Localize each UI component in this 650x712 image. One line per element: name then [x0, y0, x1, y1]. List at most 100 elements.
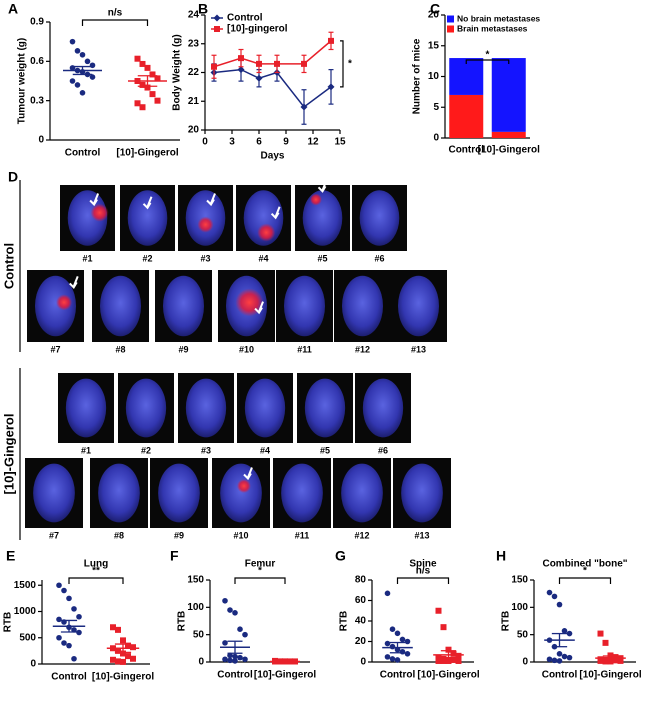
- x-axis-label: Days: [261, 151, 285, 162]
- data-point: [66, 595, 72, 602]
- data-point: [74, 82, 81, 88]
- group-label: [10]-Gingerol: [1, 414, 16, 495]
- x-tick-label: 6: [256, 137, 262, 148]
- data-point: [242, 656, 248, 663]
- data-point: [71, 627, 77, 633]
- y-tick-label: 500: [19, 632, 36, 643]
- significance-bracket: [68, 577, 124, 584]
- panel-label: G: [335, 548, 346, 564]
- data-point: [120, 637, 126, 644]
- data-point: [71, 655, 77, 662]
- data-point: [227, 657, 233, 664]
- y-tick-label: 23: [188, 38, 200, 49]
- data-point: [76, 613, 82, 620]
- y-tick-label: 40: [355, 616, 367, 627]
- data-point: [399, 636, 406, 643]
- y-axis-label: Body Weight (g): [172, 34, 183, 110]
- significance-bracket: [81, 19, 149, 26]
- arrow: [89, 193, 100, 207]
- data-point: [149, 91, 156, 98]
- brain: [401, 463, 443, 523]
- data-point: [546, 589, 553, 596]
- brain: [220, 463, 262, 523]
- y-tick-label: 100: [511, 602, 528, 613]
- significance-bracket: [558, 577, 612, 584]
- image-label: #8: [114, 530, 124, 540]
- data-point: [255, 74, 263, 82]
- significance-label: *: [583, 566, 587, 577]
- panel-label: D: [8, 169, 18, 185]
- data-point: [110, 624, 116, 631]
- data-point: [66, 642, 72, 649]
- y-tick-label: 150: [187, 575, 204, 586]
- data-point: [561, 653, 568, 660]
- brain: [98, 463, 140, 523]
- x-tick-label: [10]-Gingerol: [92, 672, 154, 683]
- data-point: [149, 71, 156, 78]
- x-tick-label: 15: [334, 137, 346, 148]
- data-point: [450, 656, 457, 663]
- x-tick-label: Control: [542, 670, 578, 681]
- chart-title: Lung: [84, 559, 108, 570]
- data-point: [144, 64, 151, 71]
- bar-segment: [449, 58, 484, 95]
- data-point: [115, 647, 121, 654]
- image-label: #13: [414, 530, 429, 540]
- brain: [185, 378, 227, 438]
- group-label: Control: [1, 243, 16, 289]
- image-label: #5: [320, 445, 330, 455]
- image-label: #9: [178, 344, 188, 354]
- data-point: [227, 652, 233, 659]
- data-point: [115, 626, 121, 633]
- image-label: #1: [82, 253, 92, 263]
- x-tick-label: [10]-Gingerol: [254, 670, 316, 681]
- data-point: [61, 587, 67, 594]
- data-point: [556, 651, 563, 657]
- panel-label: F: [170, 548, 179, 564]
- legend-label: Brain metastases: [457, 23, 528, 33]
- x-tick-label: [10]-Gingerol: [417, 670, 479, 681]
- y-tick-label: 0: [433, 133, 439, 144]
- chart-title: Combined "bone": [542, 559, 627, 570]
- data-point: [607, 658, 614, 665]
- image-label: #4: [260, 445, 270, 455]
- brain: [283, 275, 326, 337]
- image-label: #2: [142, 253, 152, 263]
- data-point: [115, 658, 121, 665]
- data-point: [300, 103, 308, 111]
- data-point: [602, 639, 609, 646]
- data-point: [222, 597, 228, 604]
- y-tick-label: 100: [187, 602, 204, 613]
- chart-title: Spine: [409, 559, 437, 570]
- brain: [162, 275, 205, 337]
- data-point: [139, 81, 146, 88]
- y-tick-label: 20: [188, 125, 200, 136]
- data-point: [556, 601, 563, 608]
- data-point: [56, 634, 62, 641]
- brain: [281, 463, 323, 523]
- arrow: [142, 196, 153, 210]
- data-point: [120, 658, 126, 665]
- x-tick-label: [10]-Gingerol: [478, 145, 540, 156]
- bar-segment: [491, 58, 526, 132]
- panel-label: H: [496, 548, 506, 564]
- data-point: [222, 656, 228, 663]
- data-point: [61, 640, 67, 646]
- data-point: [404, 651, 411, 657]
- data-point: [435, 654, 442, 661]
- y-tick-label: 50: [517, 629, 529, 640]
- data-point: [612, 654, 619, 661]
- data-point: [556, 658, 563, 664]
- y-tick-label: 0.6: [30, 56, 44, 67]
- data-point: [301, 60, 307, 67]
- brain: [158, 463, 200, 523]
- brain: [304, 378, 346, 438]
- line: [213, 40, 332, 68]
- data-point: [238, 55, 244, 62]
- y-tick-label: 0.3: [30, 95, 44, 106]
- data-point: [389, 643, 396, 650]
- y-tick-label: 1000: [14, 606, 37, 617]
- y-axis-label: RTB: [177, 611, 188, 632]
- data-point: [602, 658, 609, 665]
- x-tick-label: 3: [229, 137, 235, 148]
